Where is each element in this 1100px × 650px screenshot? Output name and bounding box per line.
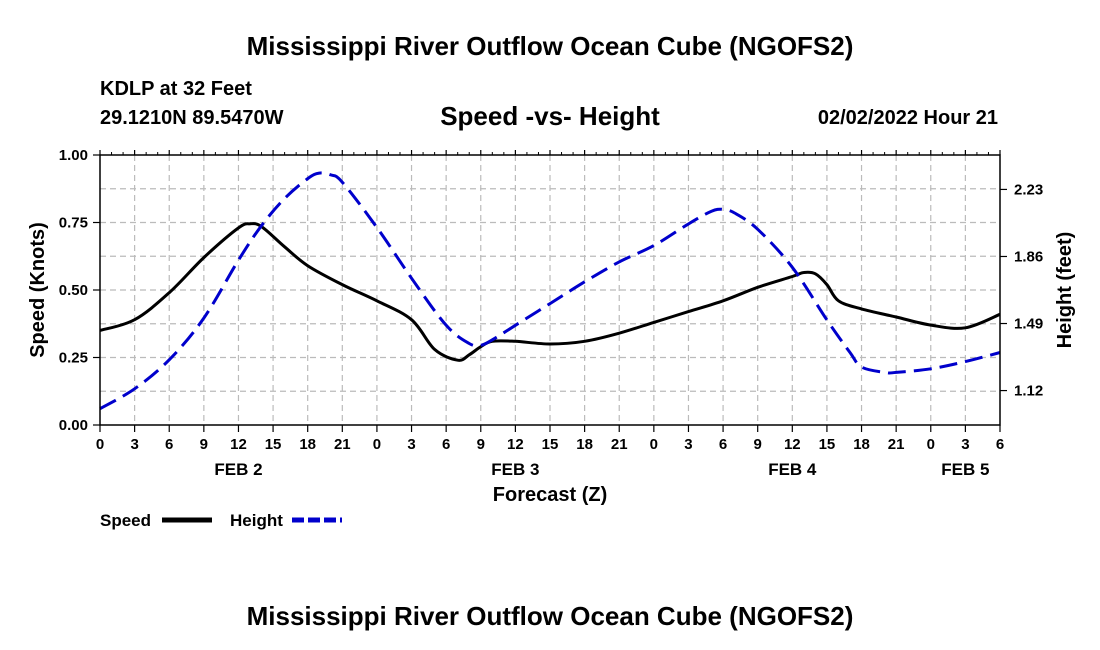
series-line-height [99,171,1001,411]
x-tick-label: 6 [719,436,727,453]
x-tick-label: 9 [754,436,762,453]
date-label: FEB 2 [214,460,262,479]
left-tick-label: 0.75 [59,215,88,232]
left-tick-label: 0.00 [59,417,88,434]
chart-subtitle: Speed -vs- Height [440,101,660,131]
left-tick-label: 1.00 [59,147,88,164]
x-tick-label: 0 [373,436,381,453]
right-tick-label: 1.86 [1014,248,1043,265]
x-tick-label: 21 [334,436,351,453]
x-tick-label: 12 [784,436,801,453]
right-tick-label: 1.12 [1014,383,1043,400]
x-tick-label: 3 [684,436,692,453]
date-label: FEB 5 [941,460,989,479]
plot-frame [99,154,1001,426]
date-labels: FEB 2 FEB 3 FEB 4 FEB 5 [214,460,989,479]
x-tick-label: 12 [507,436,524,453]
x-axis-label: Forecast (Z) [493,484,607,506]
x-tick-label: 6 [165,436,173,453]
x-tick-label: 3 [130,436,138,453]
x-tick-label: 15 [265,436,282,453]
x-tick-label: 6 [996,436,1004,453]
x-tick-label: 15 [542,436,559,453]
footer-title: Mississippi River Outflow Ocean Cube (NG… [247,601,854,631]
legend-height-label: Height [230,511,283,530]
x-tick-label: 18 [853,436,870,453]
left-tick-label: 0.25 [59,350,88,367]
legend-speed-label: Speed [100,511,151,530]
x-tick-label: 9 [477,436,485,453]
left-tick-label: 0.50 [59,282,88,299]
legend: Speed Height [100,511,342,530]
right-tick-labels: 1.12 1.49 1.86 2.23 [1014,181,1043,399]
left-tick-labels: 0.00 0.25 0.50 0.75 1.00 [59,147,88,434]
x-tick-label: 15 [819,436,836,453]
x-tick-label: 9 [200,436,208,453]
grid-lines [100,155,1000,425]
date-label: FEB 4 [768,460,817,479]
x-tick-label: 6 [442,436,450,453]
datetime-label: 02/02/2022 Hour 21 [818,107,998,129]
station-label: KDLP at 32 Feet [100,78,252,100]
y-axis-left-label: Speed (Knots) [27,222,49,358]
x-tick-label: 0 [927,436,935,453]
series-line-speed [99,222,1001,362]
date-label: FEB 3 [491,460,539,479]
x-tick-label: 21 [611,436,628,453]
right-tick-label: 1.49 [1014,316,1043,333]
x-tick-label: 18 [299,436,316,453]
location-label: 29.1210N 89.5470W [100,107,284,129]
x-tick-label: 21 [888,436,905,453]
x-tick-label: 18 [576,436,593,453]
right-tick-label: 2.23 [1014,181,1043,198]
y-axis-right-label: Height (feet) [1054,232,1076,349]
x-tick-label: 3 [407,436,415,453]
x-tick-label: 3 [961,436,969,453]
x-tick-label: 0 [650,436,658,453]
series-lines [99,171,1001,411]
x-tick-labels: 0 3 6 9 12 15 18 21 0 3 6 9 12 15 18 21 0 3 6 9 12 15 18 21 0 3 6 [96,436,1004,453]
x-tick-label: 0 [96,436,104,453]
x-tick-label: 12 [230,436,247,453]
chart-title: Mississippi River Outflow Ocean Cube (NG… [247,31,854,61]
